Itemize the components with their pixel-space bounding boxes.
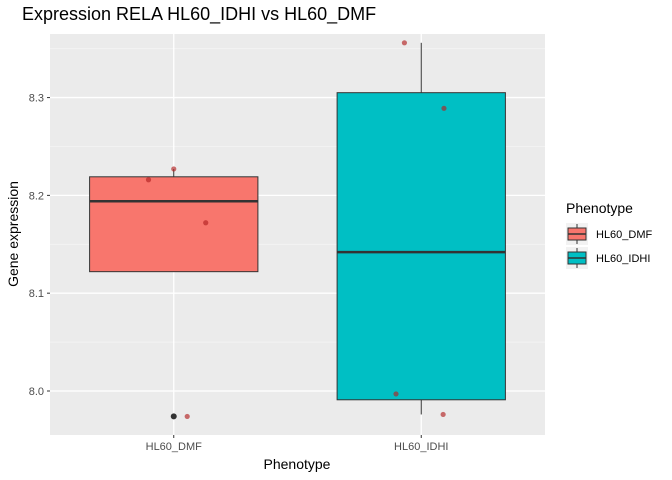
data-point <box>171 166 177 172</box>
y-tick-label: 8.2 <box>29 190 44 202</box>
data-point <box>393 391 399 397</box>
legend: Phenotype HL60_DMF HL60_IDHI <box>566 200 653 269</box>
y-tick-label: 8.1 <box>29 288 44 300</box>
axis-layer: 8.0 8.1 8.2 8.3 HL60_DMF HL60_IDHI <box>29 93 449 453</box>
data-point <box>440 411 446 418</box>
y-tick-label: 8.0 <box>29 386 44 398</box>
data-point <box>441 105 447 111</box>
y-tick-label: 8.3 <box>29 93 44 105</box>
legend-entry-label: HL60_IDHI <box>596 253 650 265</box>
data-point <box>184 413 190 420</box>
box-HL60_IDHI <box>336 42 506 415</box>
box-layer <box>89 42 506 420</box>
box-iqr <box>89 176 259 273</box>
x-axis-title: Phenotype <box>264 456 331 472</box>
box-outlier <box>170 413 177 420</box>
point-layer <box>145 40 447 420</box>
y-axis-title: Gene expression <box>5 181 21 287</box>
box-HL60_DMF <box>89 168 259 420</box>
box-iqr <box>336 92 506 401</box>
data-point <box>145 177 152 183</box>
data-point <box>401 40 408 46</box>
data-point <box>203 220 209 226</box>
legend-title: Phenotype <box>566 200 633 216</box>
x-tick-label: HL60_DMF <box>146 441 203 453</box>
x-tick-label: HL60_IDHI <box>394 441 448 453</box>
chart-title: Expression RELA HL60_IDHI vs HL60_DMF <box>22 4 376 25</box>
legend-entry-label: HL60_DMF <box>596 229 653 241</box>
